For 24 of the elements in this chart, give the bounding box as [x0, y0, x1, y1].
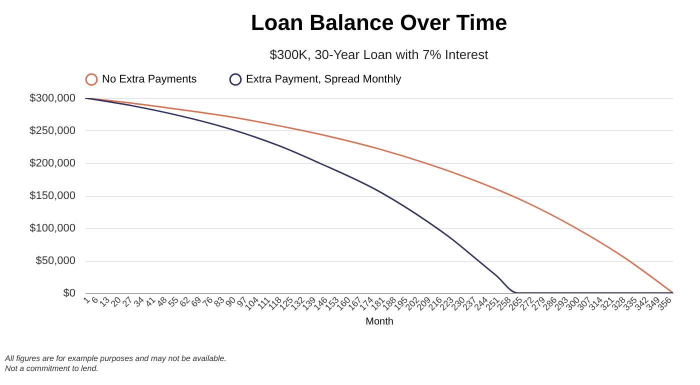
x-tick-label: 62 — [178, 294, 192, 309]
legend-label: Extra Payment, Spread Monthly — [246, 74, 402, 86]
y-tick-label: $150,000 — [30, 190, 76, 202]
y-tick-label: $200,000 — [30, 158, 76, 170]
y-tick-label: $0 — [63, 288, 76, 300]
y-tick-label: $300,000 — [30, 92, 76, 104]
x-axis-title: Month — [366, 316, 394, 328]
y-tick-label: $50,000 — [36, 255, 76, 267]
line-series — [85, 98, 673, 293]
x-tick-label: 69 — [189, 294, 204, 309]
y-tick-label: $250,000 — [30, 125, 76, 137]
x-tick-label: 27 — [120, 294, 134, 309]
x-tick-label: 41 — [143, 294, 158, 309]
chart-title: Loan Balance Over Time — [250, 10, 508, 35]
x-tick-label: 55 — [166, 294, 180, 309]
x-tick-label: 48 — [154, 294, 169, 309]
x-tick-label: 34 — [132, 294, 146, 309]
x-tick-label: 1 — [81, 294, 92, 306]
x-tick-label: 76 — [200, 294, 215, 309]
legend-label: No Extra Payments — [102, 74, 198, 86]
text: Not a commitment to lend. — [5, 364, 98, 373]
y-tick-label: $100,000 — [30, 222, 76, 234]
text: All figures are for example purposes and may not be available. — [4, 354, 226, 363]
chart-subtitle: $300K, 30-Year Loan with 7% Interest — [270, 47, 489, 62]
